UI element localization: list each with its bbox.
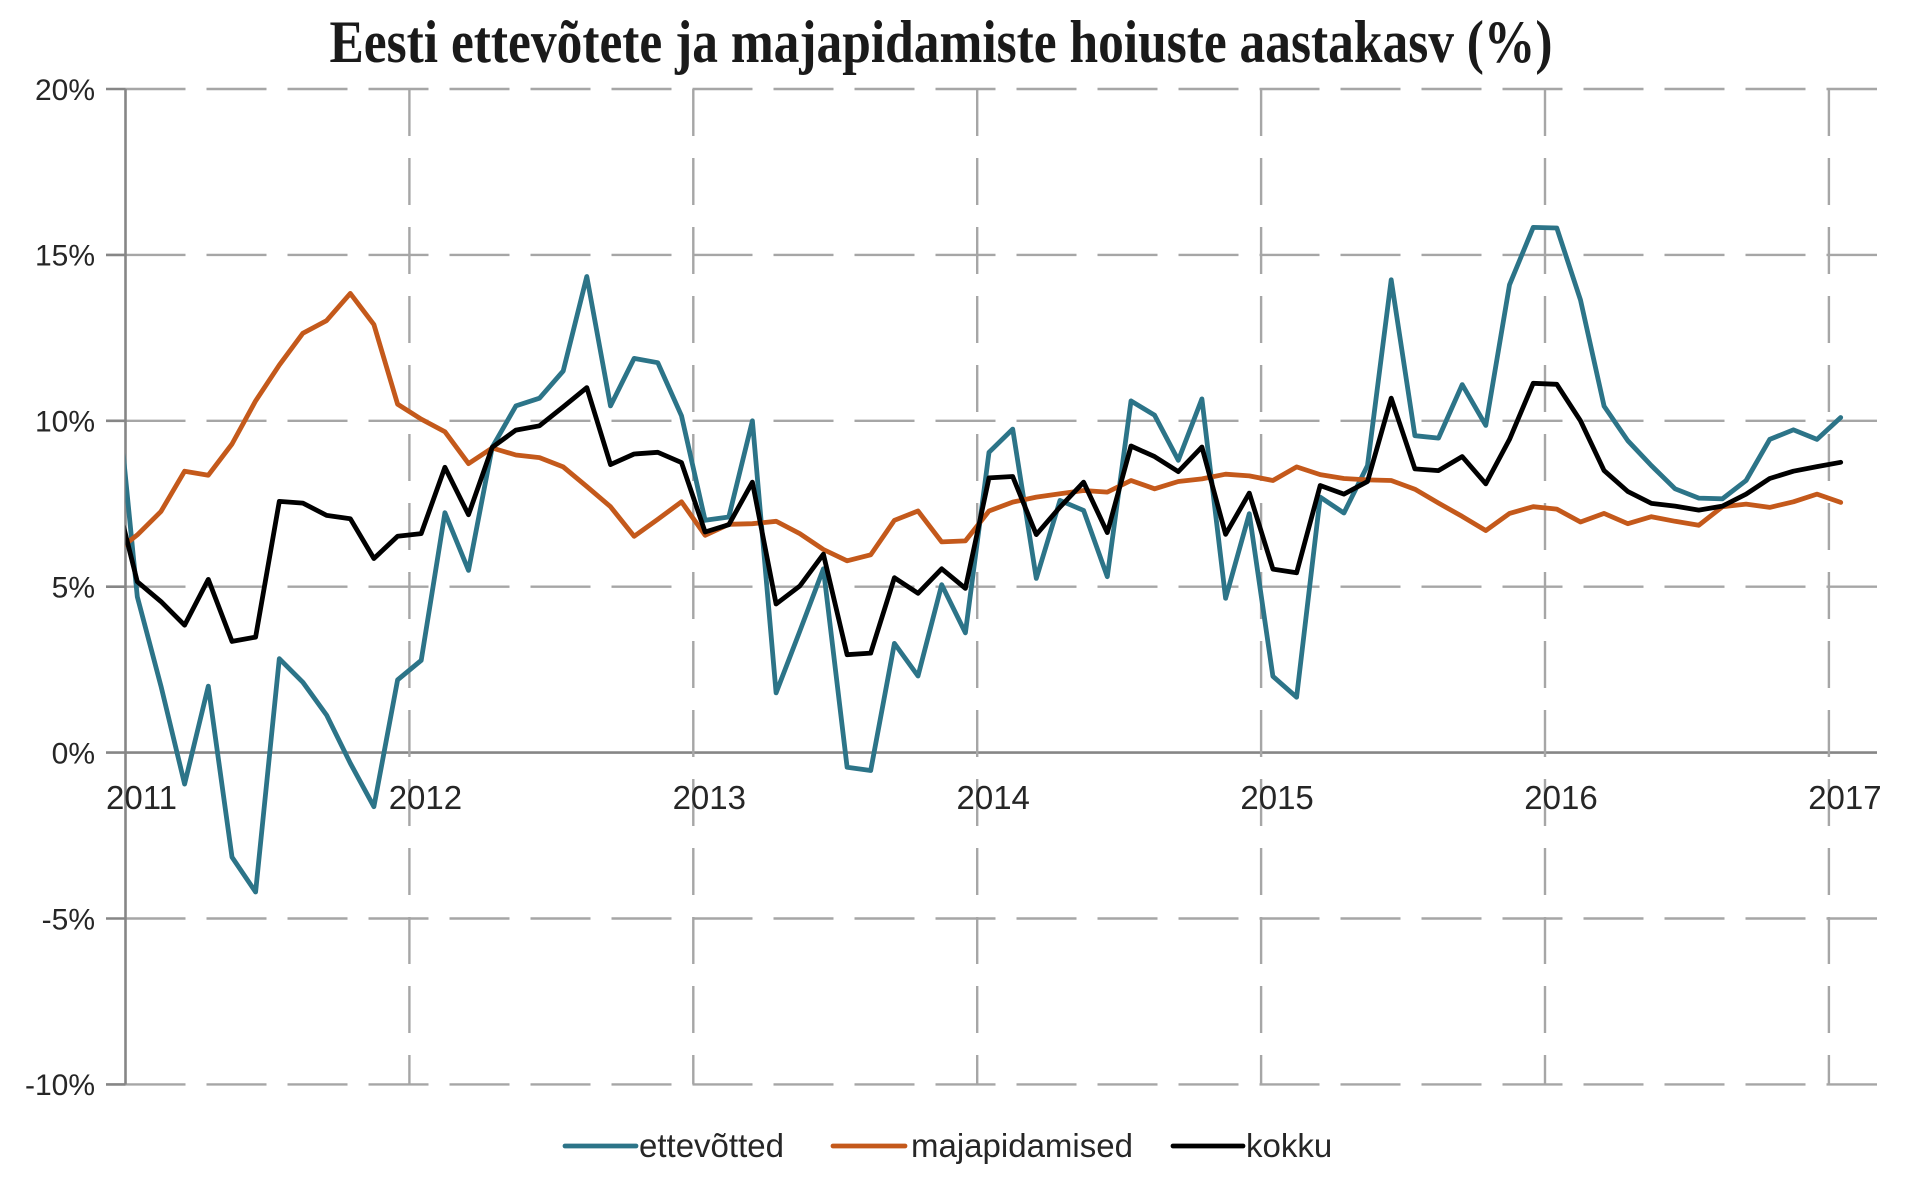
- svg-text:-5%: -5%: [42, 903, 95, 936]
- svg-text:2011: 2011: [106, 779, 177, 816]
- svg-text:ettevõtted: ettevõtted: [639, 1127, 784, 1164]
- svg-text:majapidamised: majapidamised: [911, 1127, 1133, 1164]
- svg-text:2015: 2015: [1240, 779, 1313, 816]
- svg-text:10%: 10%: [35, 406, 95, 439]
- svg-text:2016: 2016: [1524, 779, 1597, 816]
- svg-text:2017: 2017: [1808, 779, 1881, 816]
- svg-text:20%: 20%: [35, 74, 95, 107]
- svg-text:Eesti ettevõtete ja majapidami: Eesti ettevõtete ja majapidamiste hoiust…: [330, 9, 1553, 75]
- svg-text:15%: 15%: [35, 240, 95, 273]
- svg-text:-10%: -10%: [25, 1069, 95, 1102]
- svg-text:2013: 2013: [673, 779, 746, 816]
- svg-text:0%: 0%: [52, 737, 95, 770]
- svg-text:2014: 2014: [956, 779, 1029, 816]
- svg-text:kokku: kokku: [1246, 1127, 1332, 1164]
- svg-text:5%: 5%: [52, 572, 95, 605]
- svg-text:2012: 2012: [389, 779, 462, 816]
